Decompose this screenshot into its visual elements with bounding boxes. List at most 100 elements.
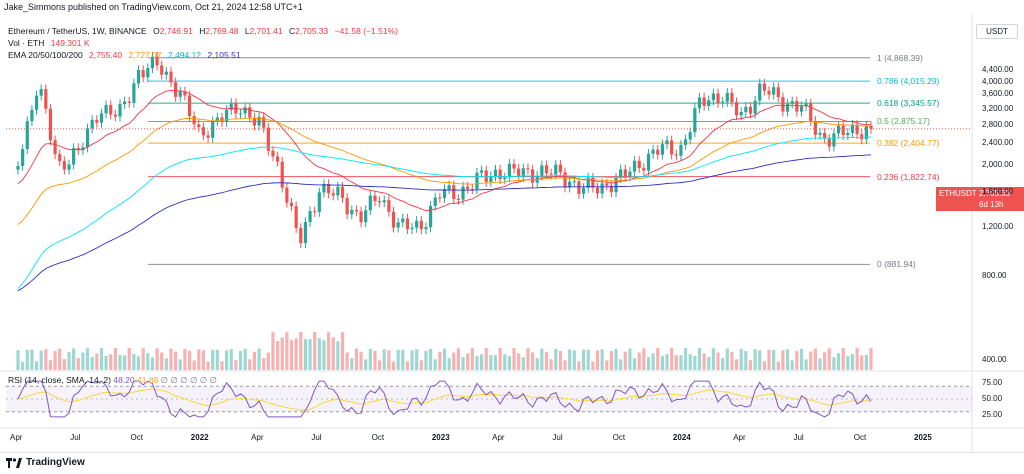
volume-bar [734,359,739,370]
candle-body [39,89,43,96]
candle-body [58,154,62,162]
candle-body [211,121,215,138]
candle-body [118,104,122,117]
candle-body [781,97,785,112]
candle-body [846,133,850,136]
volume-bar [725,348,729,370]
candle-body [665,140,669,145]
volume-bar [211,349,215,370]
time-axis-tick: Apr [492,433,505,442]
volume-bar [354,348,359,370]
candle-body [340,186,345,198]
candle-body [614,177,618,193]
candle-body [772,87,776,95]
candle-body [721,101,725,103]
volume-bar [206,361,210,370]
candle-body [252,117,257,126]
tradingview-logo-icon [6,458,22,468]
volume-bar [201,350,206,370]
volume-bar [21,361,25,370]
volume-bar [674,355,678,370]
candle-body [711,93,715,101]
candle-body [276,156,280,162]
volume-bar [772,349,776,370]
volume-bar [841,348,845,370]
volume-bar [479,354,484,370]
price-tag-symbol: ETHUSDT [939,189,977,198]
candle-body [619,169,623,178]
volume-bar [452,352,456,370]
volume-bar [540,348,544,370]
candle-body [48,108,53,141]
volume-bar [336,341,340,370]
volume-bar [512,348,516,370]
price-axis-tick: 1,200.00 [982,222,1014,232]
candle-body [827,138,831,147]
volume-bar [178,359,182,370]
volume-bar [359,351,363,370]
volume-bar [16,350,20,370]
candle-body [447,185,451,190]
volume-bar [864,355,868,370]
candle-body [656,149,660,155]
candle-body [498,169,502,180]
volume-bar [331,337,335,370]
volume-bar [127,348,131,370]
price-tag-countdown: 6d 13h [979,200,1004,209]
time-axis-tick: Jul [70,433,81,442]
candle-body [581,187,586,194]
volume-bar [136,356,141,370]
volume-bar [252,351,257,370]
volume-bar [30,349,34,370]
currency-button[interactable]: USDT [976,24,1018,39]
volume-bar [276,341,280,370]
candle-body [113,114,117,117]
volume-bar [373,350,377,370]
candle-body [697,97,702,109]
volume-bar [67,351,71,370]
ema100-line [17,136,872,289]
volume-bar [679,355,683,370]
candle-body [169,71,173,83]
candle-body [512,163,516,169]
price-axis-tick: 3,600.00 [982,89,1014,99]
fib-level-label: 0.382 (2,404.77) [877,138,940,149]
candle-body [164,71,168,75]
candle-body [127,101,131,103]
candle-body [577,181,581,194]
candle-body [215,117,219,122]
volume-bar [693,356,697,370]
volume-bar [716,352,720,370]
volume-bar [183,348,187,370]
candle-body [818,132,822,135]
fib-level-label: 0 (881.94) [877,259,916,270]
candle-body [391,211,396,228]
candle-body [470,188,474,190]
candle-body [855,124,859,135]
volume-bar [753,349,757,370]
candle-body [34,95,39,110]
price-tag-price: 2,705.33 [979,189,1011,198]
price-axis-tick: 4,400.00 [982,65,1014,74]
price-axis-tick: 800.00 [982,271,1007,281]
time-axis-tick: Oct [612,433,626,442]
legend-ema-label: EMA 20/50/100/200 [8,50,83,60]
candle-body [540,165,544,176]
legend-vol-label: Vol · ETH [8,38,45,48]
volume-bar [257,348,261,370]
volume-bar [141,348,145,370]
candle-body [479,170,484,173]
footer-brand: TradingView [26,457,85,468]
candle-body [285,187,289,203]
volume-bar [827,348,831,370]
volume-bar [340,332,345,370]
volume-bar [62,359,66,370]
candle-body [554,164,558,175]
candle-body [405,218,410,230]
candle-body [762,83,766,91]
volume-bar [785,349,790,370]
volume-bar [438,351,442,370]
volume-bar [109,354,113,370]
volume-bar [396,349,400,370]
volume-bar [382,349,386,370]
